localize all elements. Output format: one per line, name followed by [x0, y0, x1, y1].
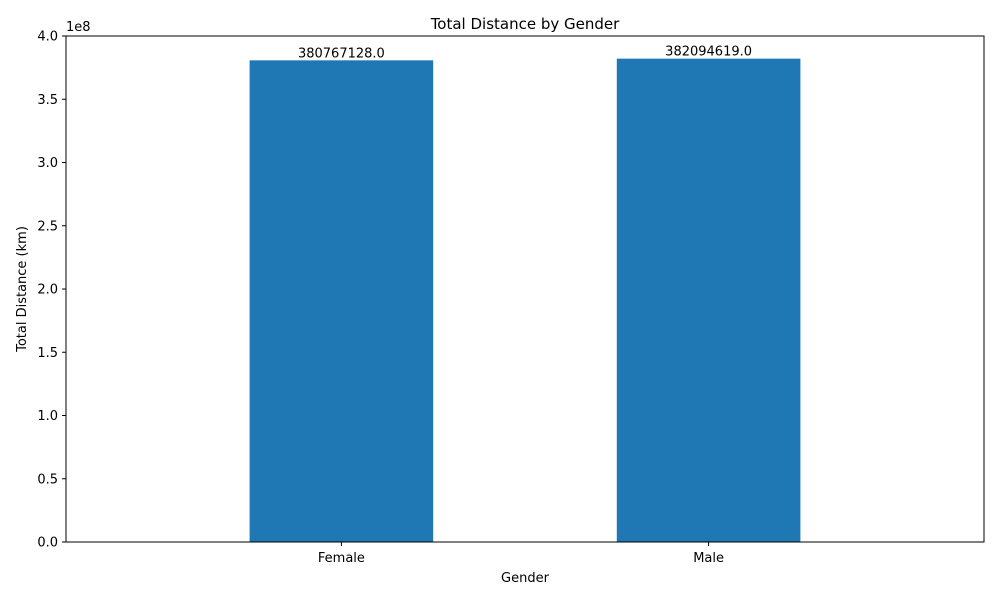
y-tick-label: 2.5 [37, 219, 58, 234]
y-tick-label: 0.0 [37, 536, 58, 551]
x-axis-label: Gender [501, 571, 550, 586]
y-tick-label: 1.5 [37, 346, 58, 361]
data-labels-group: 380767128.0 382094619.0 [298, 45, 752, 62]
y-tick-label: 2.0 [37, 283, 58, 298]
y-tick-label: 4.0 [37, 30, 58, 45]
y-axis-scale-multiplier: 1e8 [66, 20, 91, 35]
bars-group [249, 58, 801, 543]
y-axis-label: Total Distance (km) [15, 226, 30, 353]
y-axis: 0.0 0.5 1.0 1.5 2.0 2.5 3.0 3.5 4.0 [37, 30, 66, 551]
data-label-male: 382094619.0 [665, 45, 752, 60]
x-tick-label-female: Female [318, 551, 365, 566]
data-label-female: 380767128.0 [298, 46, 385, 61]
bar-male [616, 58, 801, 543]
x-tick-label-male: Male [693, 551, 724, 566]
x-axis: Female Male [318, 542, 724, 566]
y-tick-label: 1.0 [37, 409, 58, 424]
y-tick-label: 3.5 [37, 93, 58, 108]
chart-title: Total Distance by Gender [430, 15, 620, 33]
y-tick-label: 0.5 [37, 472, 58, 487]
bar-female [249, 60, 434, 542]
y-tick-label: 3.0 [37, 156, 58, 171]
